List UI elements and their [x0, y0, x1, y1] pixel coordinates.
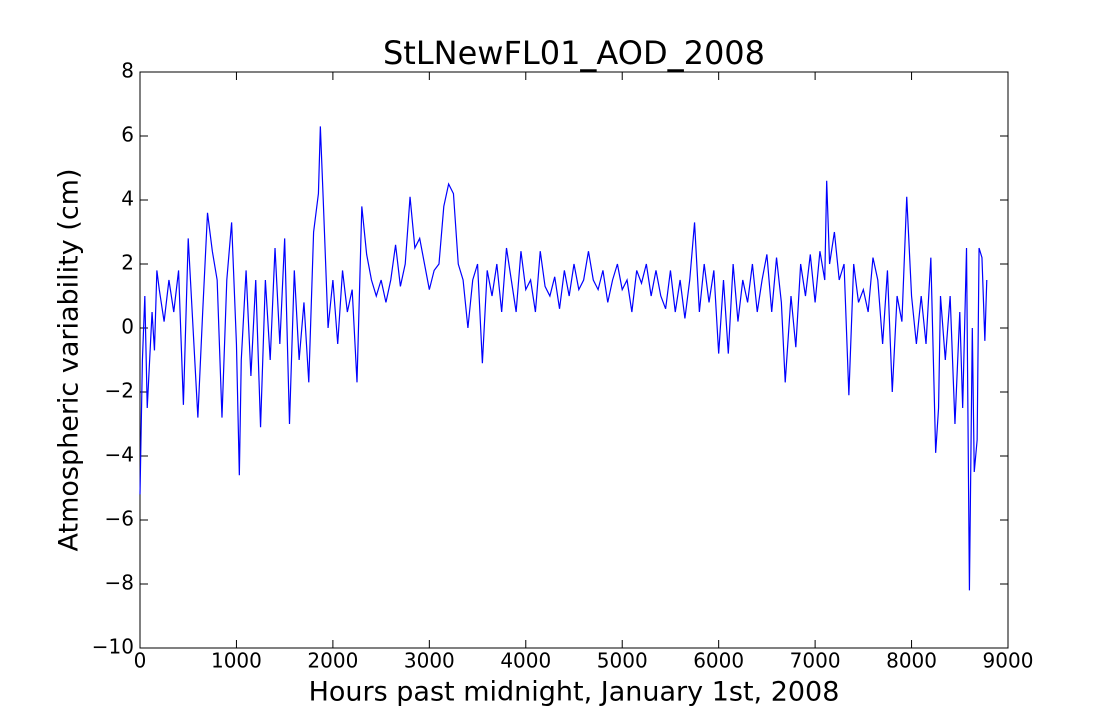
x-tick-label: 8000	[886, 649, 937, 673]
x-tick-label: 3000	[404, 649, 455, 673]
x-tick-label: 4000	[500, 649, 551, 673]
y-tick-label: 6	[121, 123, 134, 147]
y-tick-label: 2	[121, 251, 134, 275]
y-tick-label: −6	[105, 507, 134, 531]
y-tick-label: −8	[105, 571, 134, 595]
x-tick-label: 2000	[307, 649, 358, 673]
x-tick-label: 1000	[211, 649, 262, 673]
y-tick-label: 8	[121, 59, 134, 83]
x-tick-label: 0	[134, 649, 147, 673]
x-tick-label: 7000	[790, 649, 841, 673]
data-line	[139, 126, 988, 591]
x-axis-label: Hours past midnight, January 1st, 2008	[309, 677, 840, 708]
x-tick-label: 6000	[693, 649, 744, 673]
y-tick-label: −2	[105, 379, 134, 403]
y-axis-label: Atmospheric variability (cm)	[54, 168, 85, 551]
chart-title: StLNewFL01_AOD_2008	[383, 34, 765, 72]
y-tick-label: −4	[105, 443, 134, 467]
y-tick-label: −10	[92, 635, 134, 659]
x-tick-label: 9000	[983, 649, 1034, 673]
y-tick-label: 0	[121, 315, 134, 339]
plot-frame	[139, 71, 1009, 649]
y-tick-label: 4	[121, 187, 134, 211]
x-tick-label: 5000	[597, 649, 648, 673]
